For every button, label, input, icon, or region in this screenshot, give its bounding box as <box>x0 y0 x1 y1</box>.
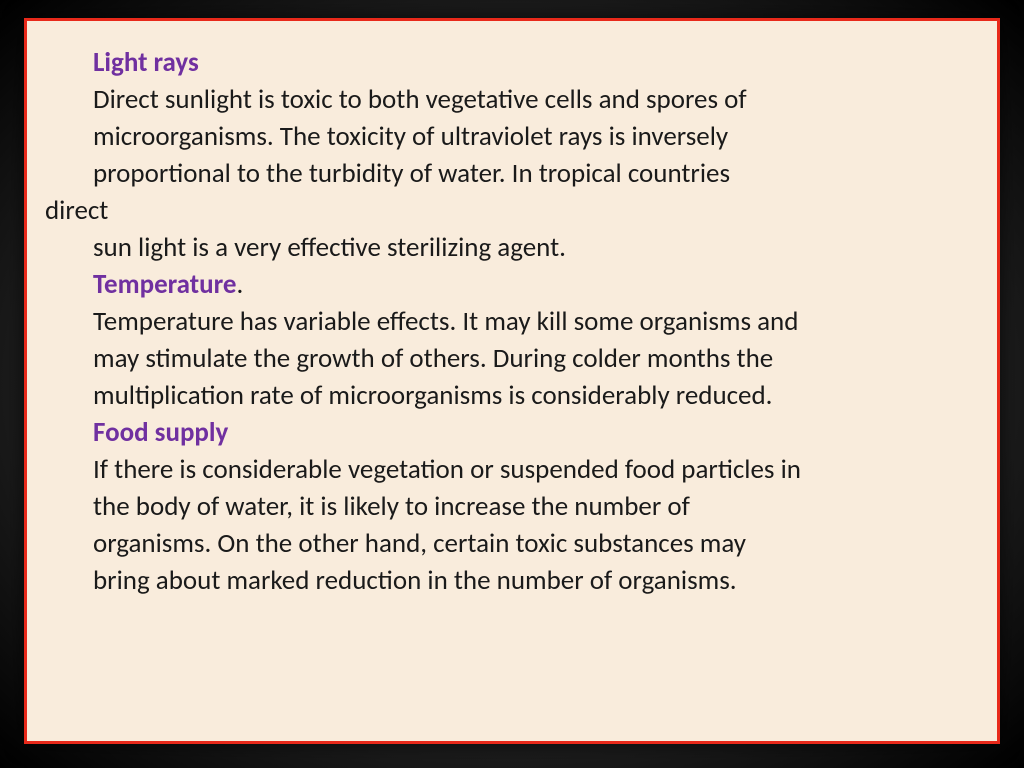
body-text: direct <box>45 193 979 230</box>
body-text: may stimulate the growth of others. Duri… <box>45 341 979 378</box>
slide-content: Light rays Direct sunlight is toxic to b… <box>27 21 997 624</box>
body-text: microorganisms. The toxicity of ultravio… <box>45 119 979 156</box>
body-text: Direct sunlight is toxic to both vegetat… <box>45 82 979 119</box>
heading-food-supply: Food supply <box>45 415 979 452</box>
heading-temperature: Temperature <box>93 268 237 301</box>
body-text: If there is considerable vegetation or s… <box>45 452 979 489</box>
body-text: the body of water, it is likely to incre… <box>45 489 979 526</box>
slide-frame: Light rays Direct sunlight is toxic to b… <box>24 18 1000 744</box>
punct: . <box>237 268 244 301</box>
body-text: organisms. On the other hand, certain to… <box>45 526 979 563</box>
body-text: proportional to the turbidity of water. … <box>45 156 979 193</box>
body-text: bring about marked reduction in the numb… <box>45 563 979 600</box>
heading-light-rays: Light rays <box>45 45 979 82</box>
body-text: multiplication rate of microorganisms is… <box>45 378 979 415</box>
body-text: Temperature has variable effects. It may… <box>45 304 979 341</box>
body-text: sun light is a very effective sterilizin… <box>45 230 979 267</box>
heading-temperature-line: Temperature. <box>45 267 979 304</box>
